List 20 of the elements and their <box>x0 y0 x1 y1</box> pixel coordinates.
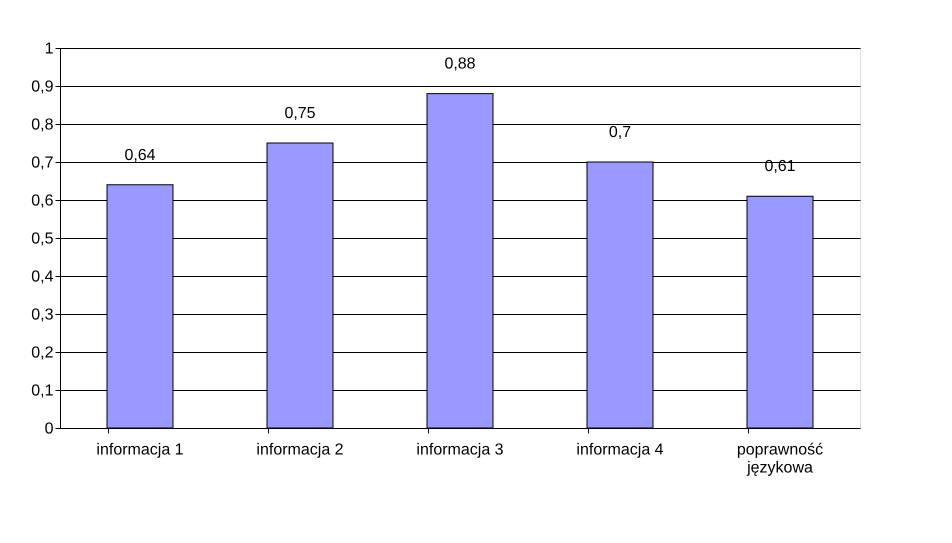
y-tick-label: 0,8 <box>31 116 54 134</box>
y-tick-label: 0,7 <box>31 154 54 172</box>
x-tick-label: informacja 3 <box>416 442 504 458</box>
y-tick-label: 0 <box>44 420 54 438</box>
x-tick-label: poprawność językowa <box>736 442 824 476</box>
data-label: 0,75 <box>284 105 316 122</box>
y-tick-label: 0,2 <box>31 344 54 362</box>
y-tick-label: 0,1 <box>31 382 54 400</box>
data-label: 0,64 <box>124 146 156 164</box>
y-tick-label: 0,4 <box>31 268 54 286</box>
data-label: 0,88 <box>444 56 476 73</box>
x-tick-label: informacja 2 <box>256 442 344 458</box>
x-tick-label: informacja 1 <box>96 442 184 458</box>
y-tick-label: 0,3 <box>31 306 54 324</box>
y-tick-label: 0,9 <box>31 78 54 96</box>
data-label: 0,7 <box>608 124 632 141</box>
y-tick-label: 0,6 <box>31 192 54 210</box>
y-tick-label: 0,5 <box>31 230 54 248</box>
x-tick-label: informacja 4 <box>576 442 664 458</box>
y-tick-label: 1 <box>44 40 54 58</box>
